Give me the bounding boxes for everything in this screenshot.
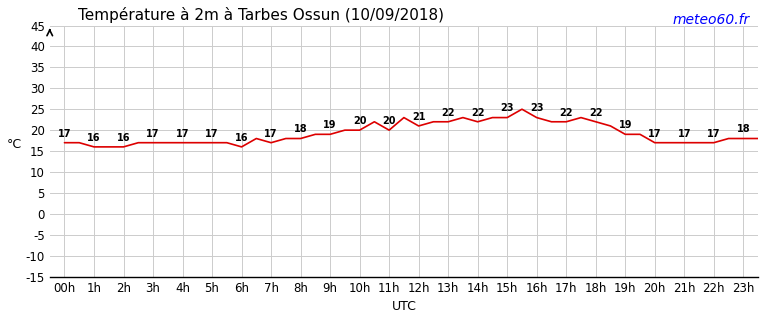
X-axis label: UTC: UTC bbox=[392, 300, 416, 313]
Text: 16: 16 bbox=[87, 133, 101, 143]
Text: 16: 16 bbox=[235, 133, 249, 143]
Y-axis label: °C: °C bbox=[7, 138, 22, 151]
Text: 16: 16 bbox=[117, 133, 130, 143]
Text: 18: 18 bbox=[737, 124, 750, 134]
Text: 21: 21 bbox=[412, 112, 425, 122]
Text: 17: 17 bbox=[265, 129, 278, 139]
Text: 23: 23 bbox=[500, 103, 514, 113]
Text: meteo60.fr: meteo60.fr bbox=[672, 13, 750, 27]
Text: 19: 19 bbox=[324, 120, 337, 130]
Text: 22: 22 bbox=[471, 108, 484, 118]
Text: 22: 22 bbox=[441, 108, 455, 118]
Text: 23: 23 bbox=[530, 103, 543, 113]
Text: 17: 17 bbox=[205, 129, 219, 139]
Text: 22: 22 bbox=[589, 108, 603, 118]
Text: 17: 17 bbox=[678, 129, 691, 139]
Text: 20: 20 bbox=[353, 116, 366, 126]
Text: Température à 2m à Tarbes Ossun (10/09/2018): Température à 2m à Tarbes Ossun (10/09/2… bbox=[78, 7, 444, 23]
Text: 22: 22 bbox=[559, 108, 573, 118]
Text: 17: 17 bbox=[707, 129, 721, 139]
Text: 17: 17 bbox=[146, 129, 160, 139]
Text: 18: 18 bbox=[294, 124, 308, 134]
Text: 20: 20 bbox=[382, 116, 396, 126]
Text: 17: 17 bbox=[176, 129, 189, 139]
Text: 17: 17 bbox=[57, 129, 71, 139]
Text: 17: 17 bbox=[648, 129, 662, 139]
Text: 19: 19 bbox=[618, 120, 632, 130]
